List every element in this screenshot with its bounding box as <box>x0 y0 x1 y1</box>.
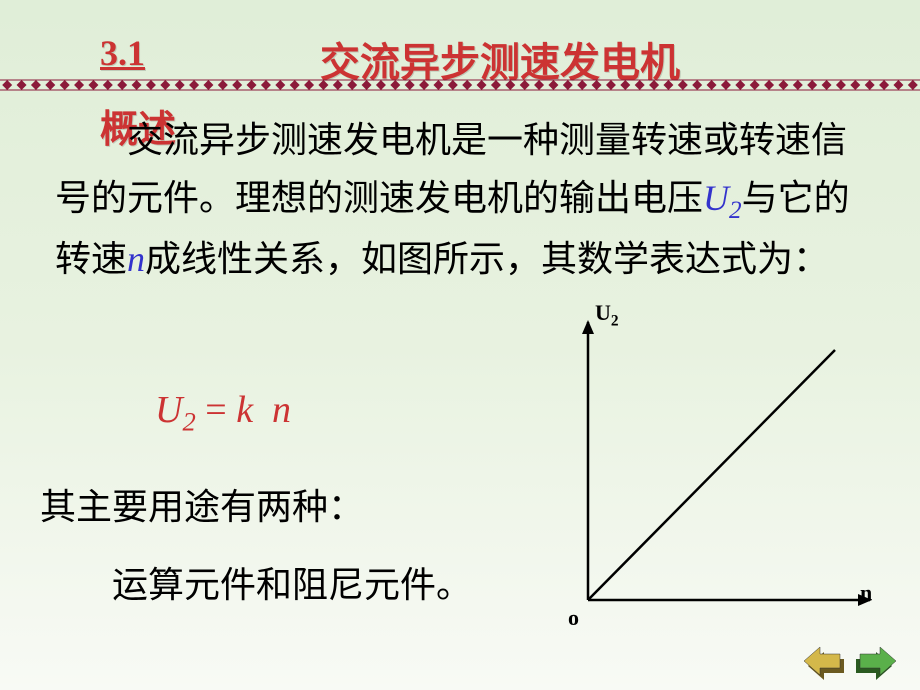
y-axis-label: U2 <box>595 300 619 330</box>
origin-label: o <box>568 605 579 631</box>
decorative-border <box>0 78 920 92</box>
body-paragraph: 交流异步测速发电机是一种测量转速或转速信号的元件。理想的测速发电机的输出电压U2… <box>55 112 875 289</box>
uses-items: 运算元件和阻尼元件。 <box>112 556 472 608</box>
variable-U-sub: 2 <box>729 197 742 224</box>
next-button[interactable] <box>854 642 900 680</box>
prev-button[interactable] <box>800 642 846 680</box>
para-suffix: 成线性关系，如图所示，其数学表达式为： <box>145 239 829 279</box>
linear-graph <box>540 310 880 630</box>
uses-heading: 其主要用途有两种： <box>40 478 364 530</box>
x-axis-label: n <box>860 580 872 606</box>
nav-controls <box>800 642 900 680</box>
variable-U: U <box>703 178 729 218</box>
formula: U2 = k n <box>155 388 291 438</box>
variable-n: n <box>127 239 145 279</box>
section-number: 3.1 <box>100 32 145 74</box>
y-axis-label-text: U <box>595 300 611 325</box>
y-axis-label-sub: 2 <box>611 312 619 329</box>
